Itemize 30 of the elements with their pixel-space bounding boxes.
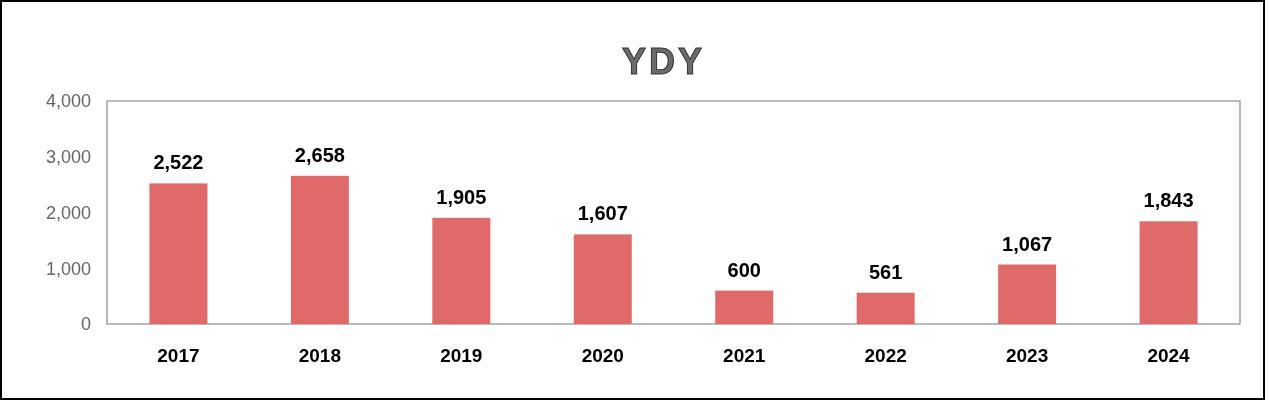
data-label: 1,843: [1143, 189, 1194, 212]
x-tick-label: 2019: [440, 345, 483, 366]
bar: [149, 183, 208, 324]
x-tick-label: 2018: [298, 345, 342, 366]
x-tick-label: 2022: [864, 345, 907, 366]
y-tick-label: 0: [80, 314, 91, 335]
data-label: 2,522: [153, 151, 204, 174]
data-label: 561: [868, 260, 903, 283]
bar: [998, 264, 1057, 324]
y-tick-label: 1,000: [45, 258, 91, 279]
data-label: 1,607: [577, 202, 628, 225]
y-tick-label: 4,000: [45, 91, 91, 112]
x-tick-label: 2017: [157, 345, 200, 366]
data-label: 1,067: [1002, 232, 1053, 255]
bar: [290, 175, 349, 324]
data-label: 600: [727, 258, 761, 281]
bar: [432, 217, 491, 324]
chart-title: YDY: [621, 41, 706, 82]
bar: [1139, 221, 1198, 324]
y-tick-label: 2,000: [45, 202, 91, 223]
x-tick-label: 2020: [581, 345, 624, 366]
y-tick-label: 3,000: [45, 147, 91, 168]
x-tick-label: 2023: [1005, 345, 1049, 366]
x-tick-label: 2021: [723, 345, 766, 366]
x-tick-label: 2024: [1147, 345, 1191, 366]
bar: [856, 292, 915, 324]
data-label: 1,905: [436, 185, 487, 208]
data-label: 2,658: [294, 143, 345, 166]
bar: [573, 234, 632, 324]
bar: [715, 290, 774, 324]
